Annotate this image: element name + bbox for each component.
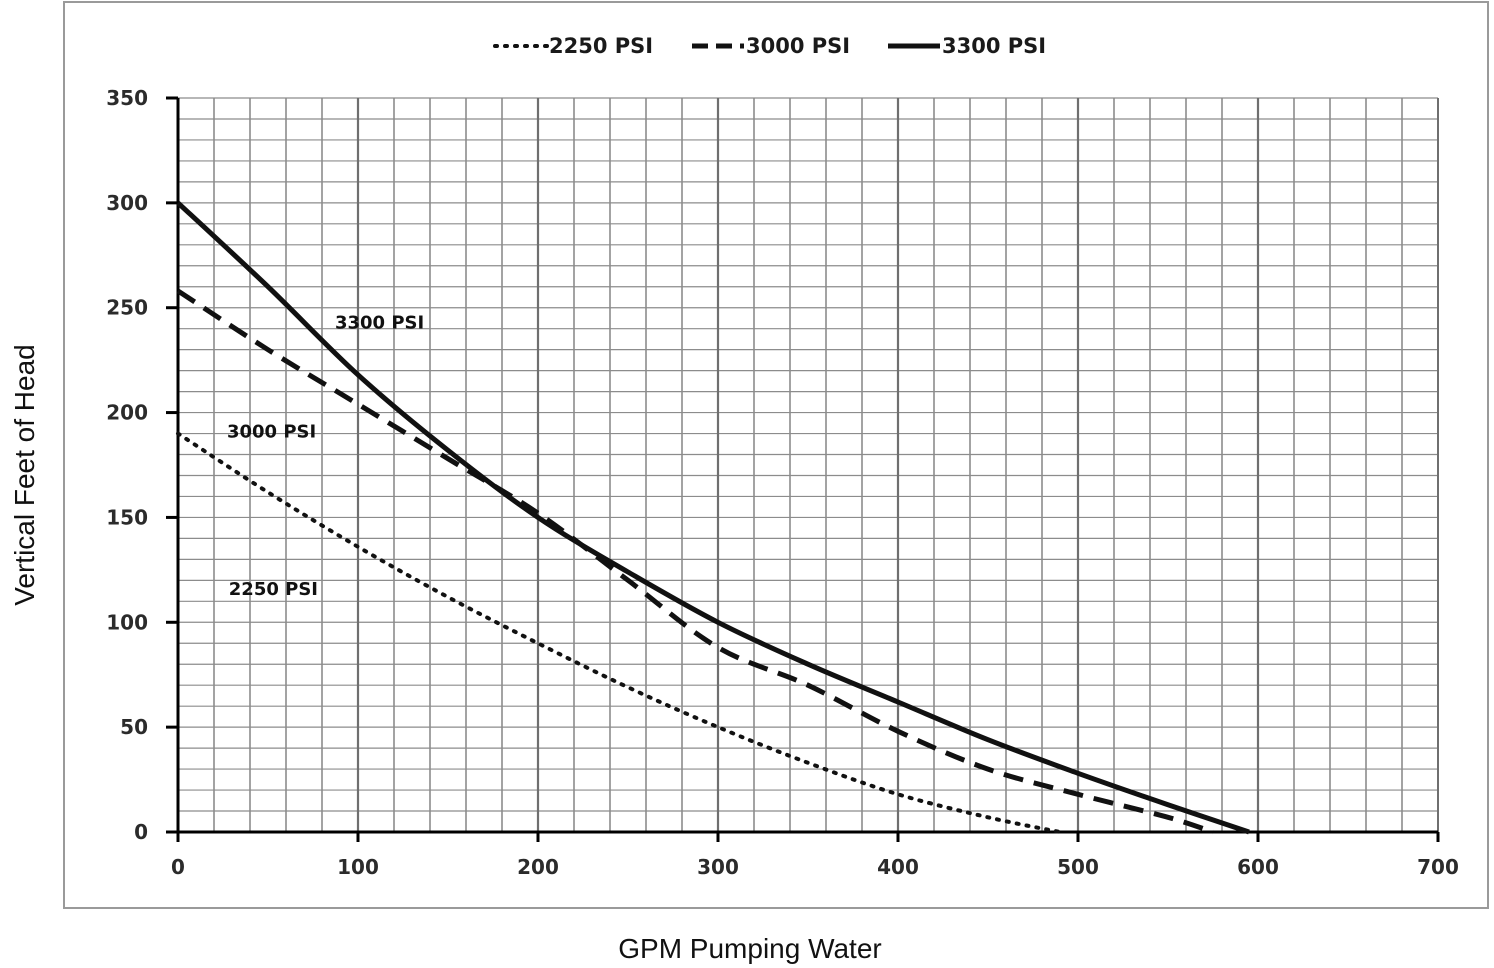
series-line-3 bbox=[176, 201, 1250, 835]
y-tick-label: 250 bbox=[106, 296, 148, 320]
series-lines bbox=[176, 201, 1250, 835]
y-tick-label: 0 bbox=[134, 820, 148, 844]
x-tick-label: 400 bbox=[877, 855, 919, 879]
y-tick-label: 300 bbox=[106, 191, 148, 215]
legend-label-1: 2250 PSI bbox=[549, 34, 653, 58]
x-tick-label: 300 bbox=[697, 855, 739, 879]
y-tick-label: 200 bbox=[106, 401, 148, 425]
y-axis-title: Vertical Feet of Head bbox=[9, 344, 40, 605]
legend: 2250 PSI 3000 PSI 3300 PSI bbox=[493, 34, 1046, 58]
x-tick-label: 500 bbox=[1057, 855, 1099, 879]
axes bbox=[166, 96, 1440, 842]
annotation-label-2: 3000 PSI bbox=[227, 422, 316, 443]
series-annotations: 3300 PSI 3000 PSI 2250 PSI bbox=[227, 313, 424, 600]
x-tick-labels: 0 100 200 300 400 500 600 700 bbox=[171, 855, 1459, 879]
series-line-2 bbox=[176, 288, 1214, 835]
annotation-label-3: 2250 PSI bbox=[229, 579, 318, 600]
series-line-1 bbox=[176, 431, 1062, 834]
x-tick-label: 200 bbox=[517, 855, 559, 879]
x-axis-title: GPM Pumping Water bbox=[618, 933, 881, 964]
major-gridlines bbox=[356, 98, 1439, 832]
legend-label-2: 3000 PSI bbox=[746, 34, 850, 58]
legend-label-3: 3300 PSI bbox=[942, 34, 1046, 58]
y-tick-label: 150 bbox=[106, 505, 148, 529]
y-tick-label: 50 bbox=[120, 715, 148, 739]
y-tick-label: 350 bbox=[106, 86, 148, 110]
annotation-label-1: 3300 PSI bbox=[335, 313, 424, 334]
y-tick-labels: 0 50 100 150 200 250 300 350 bbox=[106, 86, 148, 844]
x-tick-label: 0 bbox=[171, 855, 185, 879]
x-tick-label: 100 bbox=[337, 855, 379, 879]
x-tick-label: 600 bbox=[1237, 855, 1279, 879]
x-tick-label: 700 bbox=[1417, 855, 1459, 879]
y-tick-label: 100 bbox=[106, 610, 148, 634]
